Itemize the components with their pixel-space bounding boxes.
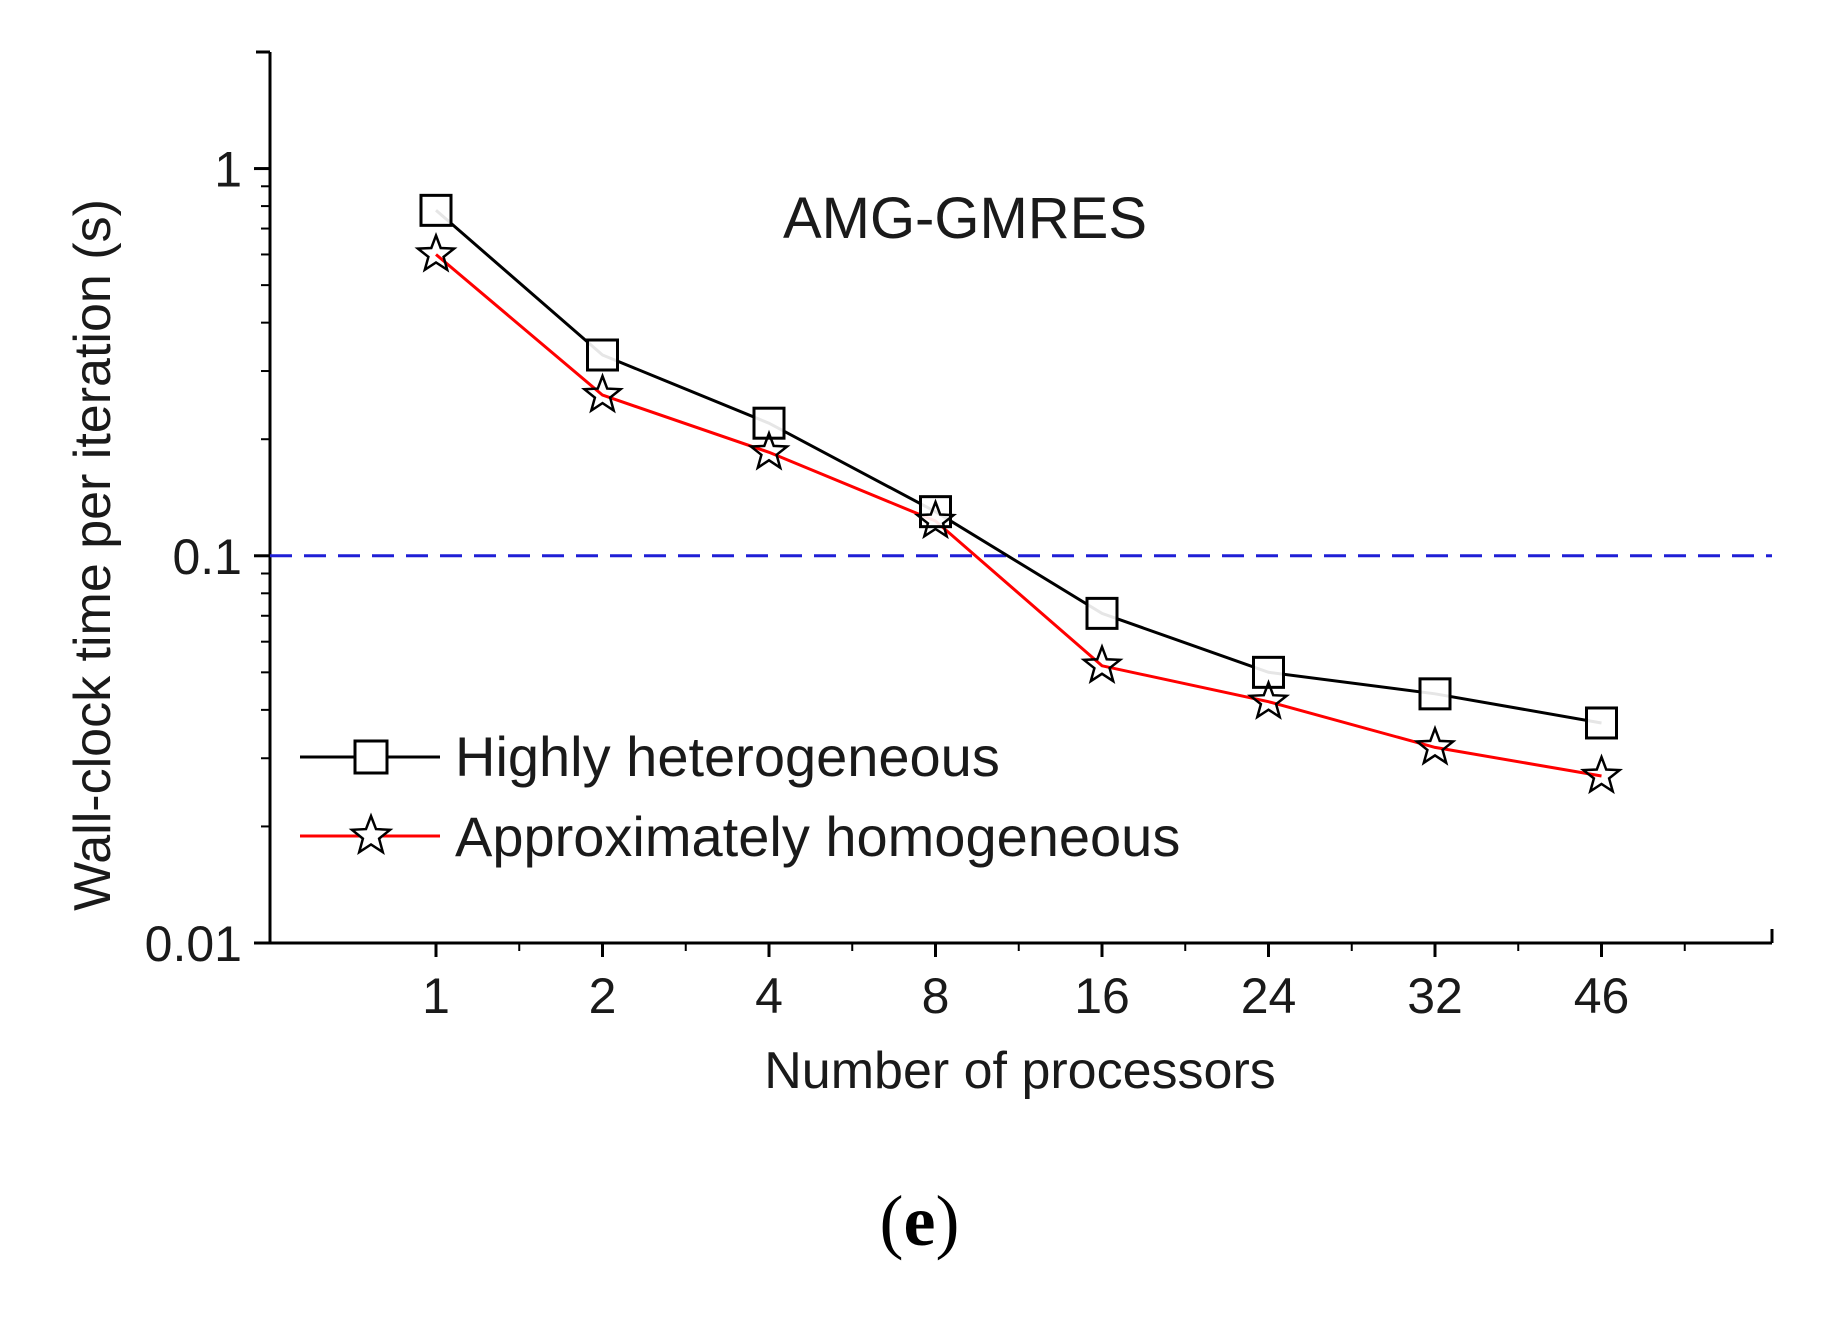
x-tick-label: 16	[1074, 968, 1130, 1024]
data-point-star	[913, 498, 958, 540]
series-line-highly-heterogeneous	[435, 209, 1602, 725]
series-line-approximately-homogeneous	[435, 253, 1602, 778]
data-point-star	[1246, 679, 1291, 720]
legend: Highly heterogeneous Approximately homog…	[300, 725, 1180, 868]
figure-caption: (e)	[0, 1180, 1839, 1263]
x-tick-label: 24	[1241, 968, 1297, 1024]
caption-close-paren: )	[935, 1181, 960, 1261]
data-point-star	[581, 372, 624, 414]
square-marker-icon	[353, 739, 389, 775]
y-tick-label: 0.1	[172, 529, 242, 585]
data-point-square	[586, 338, 619, 372]
y-axis-title: Wall-clock time per iteration (s)	[64, 199, 122, 911]
data-point-star	[1080, 643, 1124, 684]
x-axis-title: Number of processors	[764, 1042, 1276, 1100]
x-tick-label: 2	[589, 968, 617, 1024]
caption-open-paren: (	[879, 1181, 904, 1261]
legend-item-approximately-homogeneous: Approximately homogeneous	[300, 805, 1180, 868]
x-tick-label: 1	[422, 968, 450, 1024]
x-tick-label: 32	[1407, 968, 1463, 1024]
data-point-star	[414, 231, 458, 273]
legend-label-highly-heterogeneous: Highly heterogeneous	[455, 725, 1000, 788]
data-point-square	[1585, 706, 1618, 740]
x-tick-label: 8	[922, 968, 950, 1024]
data-point-square	[1085, 596, 1119, 630]
y-tick-label: 0.01	[145, 916, 242, 972]
legend-label-approximately-homogeneous: Approximately homogeneous	[455, 805, 1180, 868]
data-point-star	[747, 429, 791, 471]
chart-title: AMG-GMRES	[783, 186, 1147, 251]
star-marker-icon	[348, 812, 394, 856]
x-tick-label: 46	[1574, 968, 1630, 1024]
data-point-star	[1579, 753, 1624, 795]
x-tick-label: 4	[755, 968, 783, 1024]
data-point-square	[1418, 677, 1452, 711]
caption-letter: e	[903, 1181, 936, 1261]
data-point-square	[419, 193, 453, 227]
y-tick-label: 1	[214, 142, 242, 198]
legend-item-highly-heterogeneous: Highly heterogeneous	[300, 725, 1000, 788]
plot-area: 10.10.011 2 4 8 16 24 32 46	[145, 50, 1774, 1024]
data-point-star	[1413, 724, 1457, 766]
